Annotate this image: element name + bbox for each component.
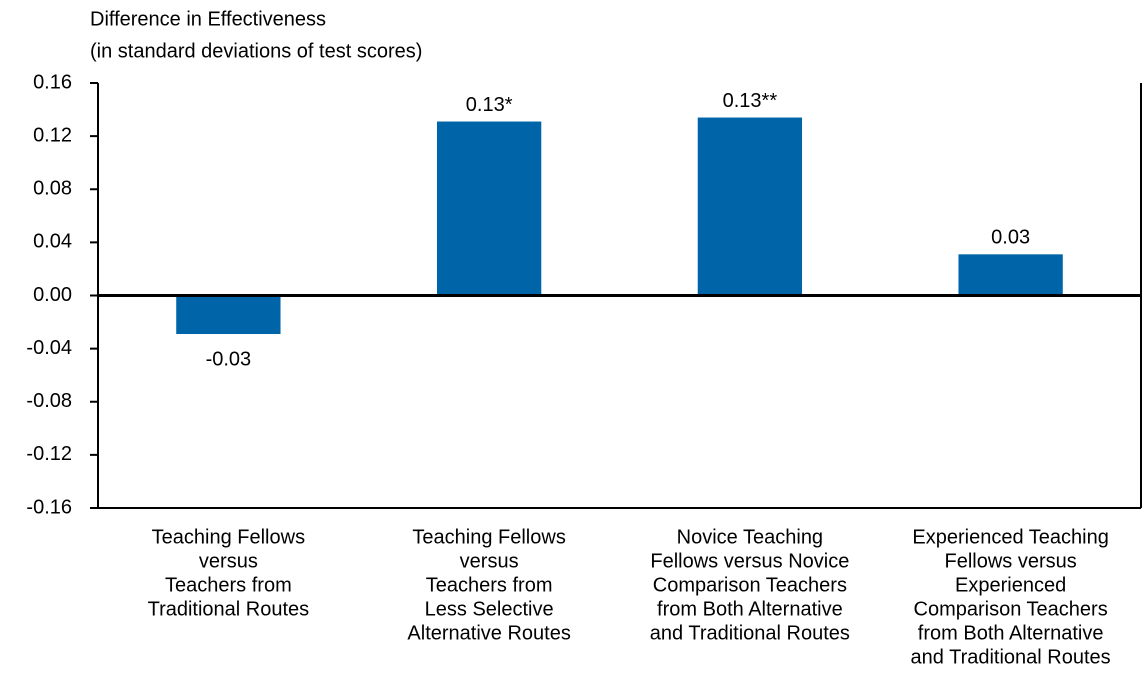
x-tick-label: Comparison Teachers bbox=[914, 598, 1108, 620]
x-tick-label: from Both Alternative bbox=[657, 598, 843, 620]
y-tick-label: 0.04 bbox=[33, 231, 72, 253]
x-tick-label: Fellows versus bbox=[944, 550, 1076, 572]
x-tick-label: Less Selective bbox=[425, 598, 554, 620]
x-tick-label: and Traditional Routes bbox=[650, 622, 850, 644]
chart-title: Difference in Effectiveness bbox=[90, 8, 326, 30]
x-tick-label: Comparison Teachers bbox=[653, 574, 847, 596]
bar bbox=[958, 254, 1063, 296]
x-tick-label: Teaching Fellows bbox=[152, 526, 305, 548]
x-tick-label: Experienced Teaching bbox=[912, 526, 1108, 548]
x-tick-label: from Both Alternative bbox=[918, 622, 1104, 644]
data-label: -0.03 bbox=[206, 348, 252, 370]
x-tick-label: Fellows versus Novice bbox=[650, 550, 849, 572]
y-tick-label: -0.16 bbox=[26, 496, 72, 518]
y-tick-label: -0.08 bbox=[26, 390, 72, 412]
y-tick-label: 0.00 bbox=[33, 284, 72, 306]
y-tick-label: -0.12 bbox=[26, 443, 72, 465]
x-tick-label: Traditional Routes bbox=[148, 598, 310, 620]
x-tick-label: Alternative Routes bbox=[407, 622, 570, 644]
bar bbox=[697, 117, 803, 296]
y-tick-label: 0.16 bbox=[33, 71, 72, 93]
data-label: 0.03 bbox=[991, 227, 1030, 249]
x-tick-label: Experienced bbox=[955, 574, 1066, 596]
x-tick-label: versus bbox=[460, 550, 519, 572]
y-tick-label: 0.12 bbox=[33, 124, 72, 146]
x-tick-label: Teaching Fellows bbox=[412, 526, 565, 548]
y-tick-label: -0.04 bbox=[26, 337, 72, 359]
x-tick-label: Teachers from bbox=[426, 574, 553, 596]
bar bbox=[176, 295, 281, 335]
bar bbox=[436, 121, 542, 296]
x-tick-label: Novice Teaching bbox=[677, 526, 823, 548]
x-tick-label: versus bbox=[199, 550, 258, 572]
x-tick-label: Teachers from bbox=[165, 574, 292, 596]
chart-title: (in standard deviations of test scores) bbox=[90, 40, 422, 62]
x-tick-label: and Traditional Routes bbox=[911, 646, 1111, 668]
y-tick-label: 0.08 bbox=[33, 178, 72, 200]
data-label: 0.13** bbox=[723, 90, 778, 112]
data-label: 0.13* bbox=[466, 94, 513, 116]
